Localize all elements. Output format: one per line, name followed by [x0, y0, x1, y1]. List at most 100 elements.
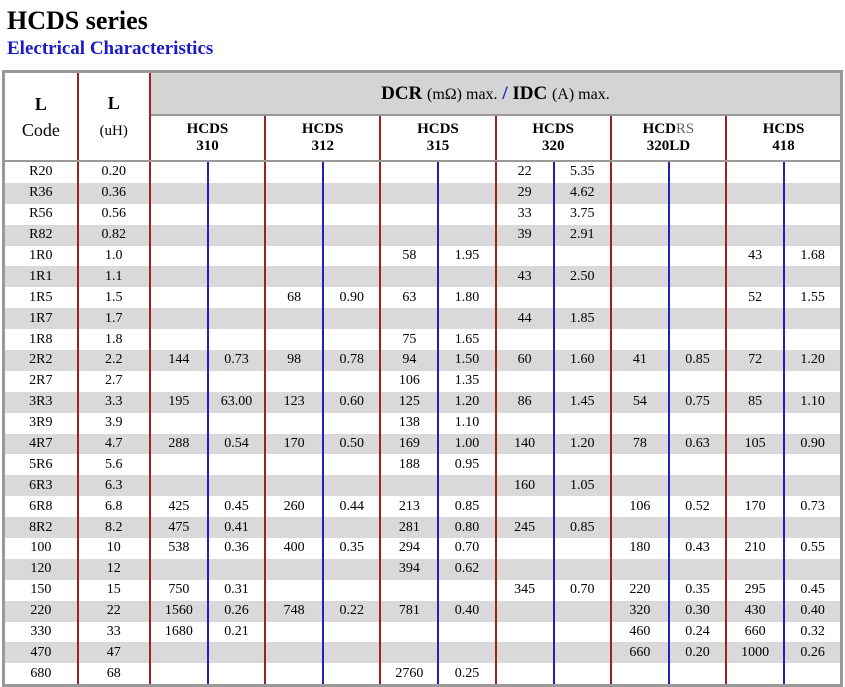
dcr-cell: [609, 517, 669, 539]
table-row: 1R0 1.0 58 1.95 43 1.68: [3, 245, 842, 267]
idc-cell: 0.90: [783, 433, 842, 455]
idc-cell: 1.00: [437, 433, 496, 455]
series-model: 310: [196, 138, 219, 154]
dcr-cell: 210: [725, 538, 785, 559]
dcr-cell: 144: [148, 350, 208, 371]
idc-cell: 1.65: [437, 329, 496, 351]
dcr-cell: [494, 496, 554, 518]
dcr-cell: [494, 370, 554, 392]
idc-cell: 0.41: [206, 517, 266, 539]
table-row: 2R7 2.7 106 1.35: [3, 370, 842, 392]
dcr-cell: 123: [264, 391, 324, 413]
idc-cell: [437, 266, 496, 288]
inductance-cell: 2.2: [76, 350, 151, 371]
idc-cell: 1.55: [783, 287, 842, 309]
idc-cell: 0.70: [552, 579, 611, 601]
inductance-cell: 0.36: [76, 182, 151, 204]
idc-cell: [783, 329, 842, 351]
idc-cell: 4.62: [552, 182, 611, 204]
idc-cell: [206, 663, 266, 686]
idc-cell: 0.35: [667, 579, 727, 601]
code-cell: 2R2: [3, 350, 78, 371]
idc-cell: [667, 329, 727, 351]
idc-cell: 1.95: [437, 245, 496, 267]
dcr-cell: [609, 329, 669, 351]
dcr-cell: [494, 663, 554, 686]
idc-cell: 0.32: [783, 621, 842, 643]
idc-cell: [206, 370, 266, 392]
dcr-cell: [264, 308, 324, 330]
code-cell: R36: [3, 182, 78, 204]
dcr-cell: [725, 370, 785, 392]
idc-cell: [667, 161, 727, 183]
inductance-cell: 1.5: [76, 287, 151, 309]
idc-cell: [437, 308, 496, 330]
code-cell: R20: [3, 161, 78, 183]
idc-cell: 0.80: [437, 517, 496, 539]
idc-cell: [783, 182, 842, 204]
series-name-part: RS: [675, 121, 695, 137]
table-row: 1R7 1.7 44 1.85: [3, 308, 842, 330]
dcr-cell: [725, 308, 785, 330]
idc-cell: [437, 621, 496, 643]
inductance-cell: 5.6: [76, 454, 151, 476]
idc-cell: [667, 475, 727, 497]
dcr-cell: 1560: [148, 600, 208, 622]
idc-cell: [206, 266, 266, 288]
idc-cell: [322, 370, 381, 392]
dcr-cell: 430: [725, 600, 785, 622]
idc-cell: [322, 517, 381, 539]
table-row: 8R2 8.2 475 0.41 281 0.80 245 0.85: [3, 517, 842, 539]
dcr-cell: [264, 224, 324, 246]
dcr-cell: 125: [379, 391, 439, 413]
idc-cell: [552, 245, 611, 267]
dcr-cell: 748: [264, 600, 324, 622]
dcr-cell: [725, 224, 785, 246]
idc-cell: [206, 224, 266, 246]
idc-cell: 0.70: [437, 538, 496, 559]
idc-cell: 5.35: [552, 161, 611, 183]
idc-cell: 63.00: [206, 391, 266, 413]
dcr-cell: [148, 224, 208, 246]
dcr-cell: 170: [264, 433, 324, 455]
dcr-cell: 475: [148, 517, 208, 539]
idc-cell: [783, 663, 842, 686]
idc: IDC: [512, 82, 548, 104]
idc-cell: [783, 370, 842, 392]
idc-cell: [667, 203, 727, 225]
idc-cell: [206, 558, 266, 580]
dcr-cell: [494, 600, 554, 622]
dcr-cell: 39: [494, 224, 554, 246]
dcr-cell: 660: [725, 621, 785, 643]
dcr-cell: 288: [148, 433, 208, 455]
table-row: 220 22 1560 0.26 748 0.22 781 0.40 320 0.30 430 0.4…: [3, 600, 842, 622]
code-cell: 1R0: [3, 245, 78, 267]
table-row: 5R6 5.6 188 0.95: [3, 454, 842, 476]
dcr-cell: [379, 266, 439, 288]
dcr-cell: [264, 245, 324, 267]
dcr-cell: [494, 454, 554, 476]
series-header: HCDRS 320LD: [609, 115, 727, 162]
dcr-cell: [609, 370, 669, 392]
idc-cell: 1.68: [783, 245, 842, 267]
idc-cell: [206, 161, 266, 183]
idc-cell: 0.45: [783, 579, 842, 601]
table-row: R82 0.82 39 2.91: [3, 224, 842, 246]
dcr-cell: [379, 475, 439, 497]
dcr-cell: 425: [148, 496, 208, 518]
dcr-cell: [148, 329, 208, 351]
l-header: L (uH): [76, 71, 151, 162]
dcr-cell: [725, 517, 785, 539]
table-row: 100 10 538 0.36 400 0.35 294 0.70 180 0.43 210 0.55: [3, 538, 842, 559]
dcr-cell: 660: [609, 642, 669, 664]
idc-cell: 1.45: [552, 391, 611, 413]
dcr-cell: [148, 370, 208, 392]
idc-cell: [783, 475, 842, 497]
idc-cell: [552, 370, 611, 392]
code-cell: R82: [3, 224, 78, 246]
dcr-cell: 52: [725, 287, 785, 309]
dcr-cell: [379, 621, 439, 643]
idc-cell: 0.22: [322, 600, 381, 622]
code-header: L Code: [3, 71, 78, 162]
table-row: 120 12 394 0.62: [3, 558, 842, 580]
